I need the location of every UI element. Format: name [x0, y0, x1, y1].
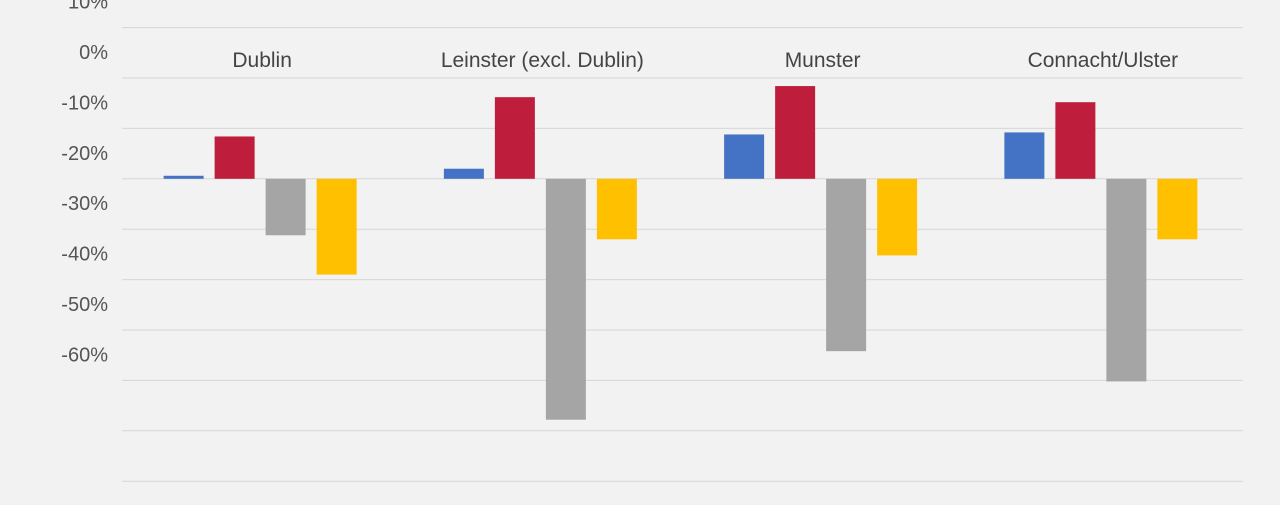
bar [1157, 178, 1198, 240]
bar [826, 178, 867, 352]
y-tick-label: -50% [61, 294, 108, 316]
bar [443, 168, 484, 179]
y-tick-label: -60% [61, 344, 108, 366]
grid-lines [122, 27, 1243, 482]
bar [1106, 178, 1147, 382]
category-label: Munster [785, 49, 861, 72]
bar [775, 86, 816, 179]
y-tick-label: 0% [79, 42, 108, 64]
bar [1055, 102, 1096, 179]
y-tick-label: -20% [61, 143, 108, 165]
bar [316, 178, 357, 275]
y-tick-label: 10% [68, 0, 108, 14]
y-tick-label: -40% [61, 244, 108, 266]
bar [1004, 132, 1045, 179]
category-label: Dublin [232, 49, 292, 72]
y-tick-label: -10% [61, 92, 108, 114]
bar [214, 136, 255, 179]
bar [596, 178, 637, 240]
bar [724, 134, 765, 179]
category-labels: Dublin Leinster (excl. Dublin) Munster Conn… [232, 49, 1178, 72]
bar [265, 178, 306, 236]
category-label: Connacht/Ulster [1028, 49, 1179, 72]
bar [545, 178, 586, 420]
category-label: Leinster (excl. Dublin) [441, 49, 644, 72]
bar [494, 97, 535, 179]
bar [163, 175, 204, 179]
bars [163, 86, 1198, 420]
bar [877, 178, 918, 256]
y-tick-label: -30% [61, 193, 108, 215]
y-axis-ticks: 20%10%0%-10%-20%-30%-40%-50%-60% [61, 0, 108, 366]
